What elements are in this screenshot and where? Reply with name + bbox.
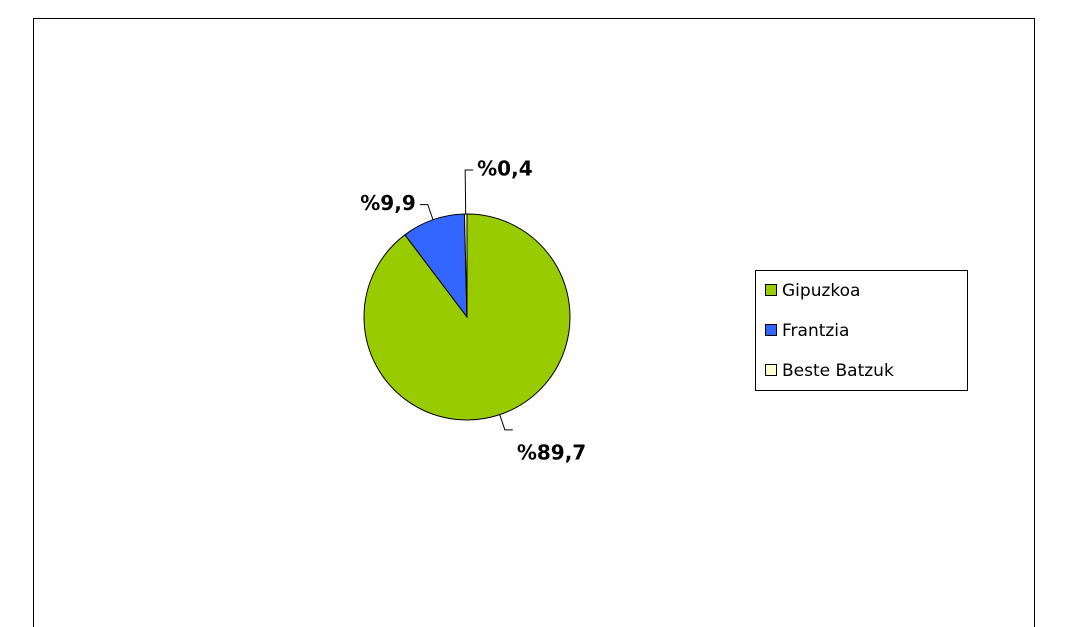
legend-swatch — [765, 364, 777, 376]
legend-label: Beste Batzuk — [782, 361, 894, 381]
data-label: %9,9 — [360, 191, 415, 215]
pie-slice — [463, 213, 468, 318]
legend-label: Gipuzkoa — [782, 281, 860, 301]
legend-label: Frantzia — [782, 321, 849, 341]
data-label: %89,7 — [517, 440, 586, 464]
leader-line — [419, 204, 434, 220]
leader-line — [464, 169, 474, 215]
leader-line — [499, 414, 513, 431]
legend-box — [755, 270, 968, 391]
data-label: %0,4 — [477, 157, 532, 181]
legend-swatch — [765, 284, 777, 296]
legend-swatch — [765, 324, 777, 336]
